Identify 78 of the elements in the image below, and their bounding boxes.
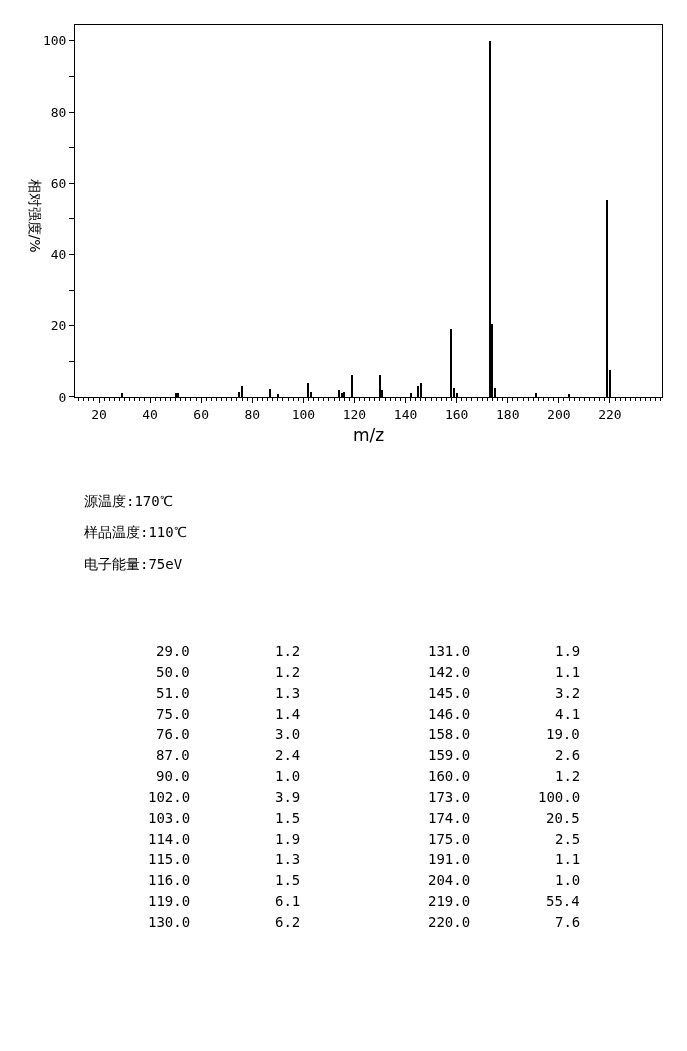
x-tick-label: 180 (495, 406, 520, 422)
text: 1.3 (275, 851, 301, 867)
text: 175.0 (428, 831, 471, 847)
y-tick-label: 20 (50, 318, 67, 334)
text: 220.0 (428, 914, 471, 930)
text: 1.3 (275, 685, 301, 701)
text: 204.0 (428, 872, 471, 888)
text: 115.0 (148, 851, 191, 867)
y-tick-label: 0 (58, 389, 67, 405)
text: 1.5 (275, 872, 301, 888)
text: 51.0 (156, 685, 190, 701)
x-tick-label: 120 (342, 406, 367, 422)
text: 1.1 (555, 851, 581, 867)
text: 1.9 (275, 831, 301, 847)
y-tick-label: 80 (50, 104, 67, 120)
text: 2.6 (555, 747, 581, 763)
y-axis-title: 相对强度/% (26, 178, 43, 253)
text: 76.0 (156, 726, 190, 742)
x-tick-label: 80 (244, 406, 261, 422)
text: 1.2 (275, 643, 301, 659)
text: 119.0 (148, 893, 191, 909)
text: 1.4 (275, 706, 301, 722)
y-tick-label: 100 (42, 33, 67, 49)
text: 电子能量:75eV (84, 556, 183, 572)
text: 2.5 (555, 831, 581, 847)
text: 3.2 (555, 685, 581, 701)
y-tick-label: 60 (50, 175, 67, 191)
text: 173.0 (428, 789, 471, 805)
text: 146.0 (428, 706, 471, 722)
text: 159.0 (428, 747, 471, 763)
text: 142.0 (428, 664, 471, 680)
text: 7.6 (555, 914, 581, 930)
text: 6.2 (275, 914, 301, 930)
x-tick-label: 140 (393, 406, 418, 422)
text: 1.0 (275, 768, 301, 784)
x-tick-label: 160 (444, 406, 469, 422)
x-tick-label: 100 (291, 406, 316, 422)
x-tick-label: 200 (547, 406, 571, 422)
text: 19.0 (546, 726, 580, 742)
text: 102.0 (148, 789, 191, 805)
text: 114.0 (148, 831, 191, 847)
text: 1.2 (275, 664, 301, 680)
text: 75.0 (156, 706, 190, 722)
text: 50.0 (156, 664, 190, 680)
x-tick-label: 220 (598, 406, 622, 422)
text: 1.1 (555, 664, 581, 680)
x-tick-label: 20 (91, 406, 107, 422)
text: 55.4 (546, 893, 580, 909)
x-tick-label: 40 (142, 406, 158, 422)
text: 158.0 (428, 726, 471, 742)
text: 6.1 (275, 893, 301, 909)
x-tick-label: 60 (193, 406, 210, 422)
text: 29.0 (156, 643, 190, 659)
text: 130.0 (148, 914, 191, 930)
text: 145.0 (428, 685, 471, 701)
text: 样品温度:110℃ (84, 524, 187, 540)
text: 219.0 (428, 893, 471, 909)
text: 191.0 (428, 851, 471, 867)
text: 20.5 (546, 810, 580, 826)
text: 100.0 (538, 789, 581, 805)
y-tick-label: 40 (50, 247, 67, 263)
text: 2.4 (275, 747, 301, 763)
text: 116.0 (148, 872, 191, 888)
text: 3.9 (275, 789, 301, 805)
x-axis-title: m/z (352, 424, 385, 445)
text: 90.0 (156, 768, 190, 784)
text: 1.9 (555, 643, 581, 659)
text: 1.0 (555, 872, 581, 888)
text: 源温度:170℃ (84, 493, 173, 509)
text: 160.0 (428, 768, 471, 784)
text: 87.0 (156, 747, 190, 763)
text: 131.0 (428, 643, 471, 659)
text: 3.0 (275, 726, 301, 742)
text: 4.1 (555, 706, 581, 722)
text: 1.2 (555, 768, 581, 784)
text: 1.5 (275, 810, 301, 826)
text: 103.0 (148, 810, 191, 826)
text: 174.0 (428, 810, 471, 826)
